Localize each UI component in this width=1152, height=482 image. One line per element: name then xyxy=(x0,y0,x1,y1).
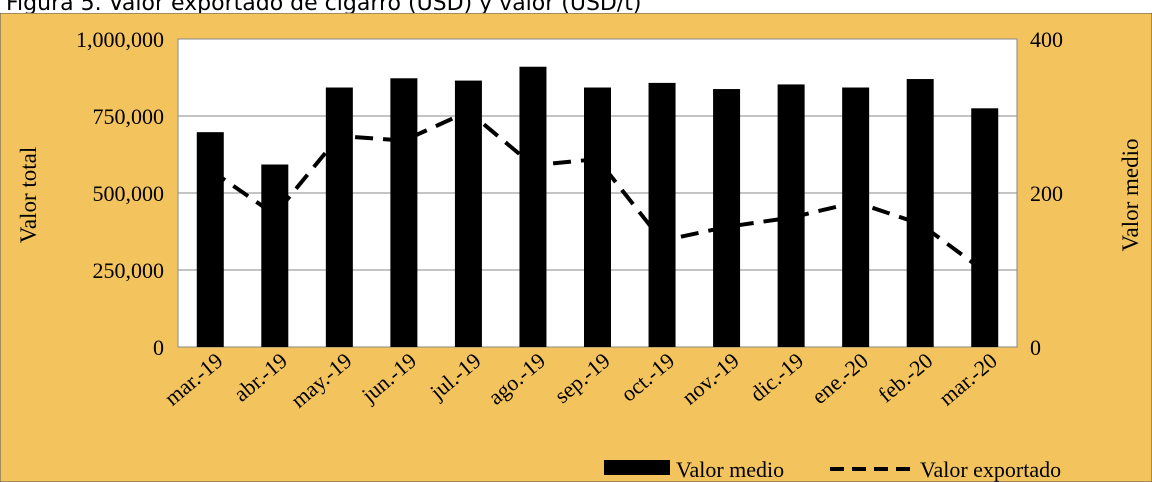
bar-valor-medio xyxy=(454,80,482,347)
bar-valor-medio xyxy=(713,89,741,348)
bar-valor-medio xyxy=(261,164,289,347)
bar-valor-medio xyxy=(842,87,870,347)
legend-label-valor-medio: Valor medio xyxy=(676,457,784,482)
y-right-tick-label: 0 xyxy=(1030,335,1041,360)
bar-valor-medio xyxy=(648,82,676,347)
bar-valor-medio xyxy=(971,108,999,347)
legend: Valor medio Valor exportado xyxy=(604,457,1061,482)
y-axis-right-label: Valor medio xyxy=(1118,138,1143,251)
legend-label-valor-exportado: Valor exportado xyxy=(920,457,1061,482)
y-left-tick-label: 0 xyxy=(153,335,164,360)
bar-valor-medio xyxy=(196,132,224,347)
line-series-valor-exportado xyxy=(209,109,986,274)
bar-series xyxy=(196,66,999,348)
y-left-tick-label: 500,000 xyxy=(93,181,165,206)
y-right-tick-label: 200 xyxy=(1030,181,1063,206)
y-axis-left: 0 250,000 500,000 750,000 1,000,000 xyxy=(76,27,164,360)
figure-caption: Figura 5. Valor exportado de cigarro (US… xyxy=(6,0,642,16)
bar-valor-medio xyxy=(390,78,418,348)
y-right-tick-label: 400 xyxy=(1030,27,1063,52)
y-left-tick-label: 250,000 xyxy=(93,258,165,283)
y-axis-left-label: Valor total xyxy=(16,147,41,243)
y-left-tick-label: 750,000 xyxy=(93,104,165,129)
y-left-tick-label: 1,000,000 xyxy=(76,27,164,52)
bar-valor-medio xyxy=(325,87,353,347)
bar-valor-medio xyxy=(519,66,547,347)
bar-valor-medio xyxy=(906,79,934,347)
legend-swatch-valor-medio xyxy=(604,460,670,475)
y-axis-right: 0 200 400 xyxy=(1030,27,1063,360)
bar-valor-medio xyxy=(584,87,611,347)
